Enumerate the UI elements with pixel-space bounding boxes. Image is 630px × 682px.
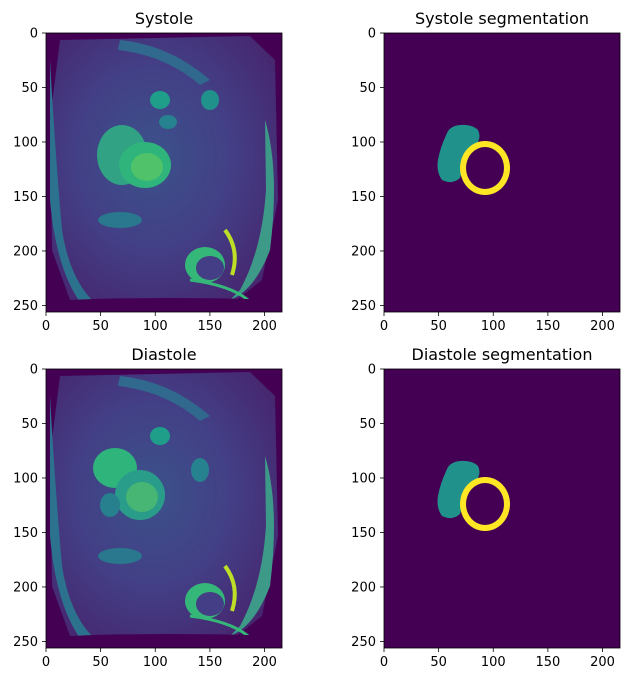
x-axis: 0 50 100 150 200 [380,312,615,334]
teal-blob-region [437,124,480,183]
y-tick-label: 0 [368,363,376,378]
y-axis: 0 50 100 150 200 250 [351,27,384,314]
y-tick-label: 150 [351,526,376,541]
mri-image [46,369,282,648]
ring-interior [466,147,504,189]
y-tick-label: 200 [13,580,38,595]
y-tick-label: 100 [351,135,376,150]
y-tick-label: 200 [13,244,38,259]
x-tick-label: 150 [197,655,222,670]
y-tick-label: 0 [30,363,38,378]
x-tick-label: 0 [42,319,50,334]
panel-title: Diastole segmentation [412,345,593,364]
panel-diastole-segmentation: Diastole segmentation 0 50 100 150 200 250 0 5… [351,345,621,670]
x-tick-label: 50 [430,319,447,334]
y-tick-label: 150 [351,190,376,205]
segmentation-map [384,33,620,312]
x-tick-label: 200 [590,319,615,334]
y-tick-label: 50 [359,81,376,96]
y-tick-label: 50 [359,417,376,432]
x-axis: 0 50 100 150 200 [380,648,615,670]
segmentation-map [384,369,620,648]
y-tick-label: 250 [13,635,38,650]
teal-blob-region [437,460,480,519]
x-tick-label: 100 [143,319,168,334]
x-tick-label: 200 [252,655,277,670]
x-tick-label: 200 [590,655,615,670]
x-tick-label: 150 [197,319,222,334]
y-tick-label: 100 [351,471,376,486]
y-tick-label: 250 [351,635,376,650]
x-tick-label: 50 [92,319,109,334]
x-tick-label: 50 [430,655,447,670]
y-tick-label: 200 [351,244,376,259]
panel-title: Diastole [131,345,196,364]
x-tick-label: 200 [252,319,277,334]
panel-systole: Systole 0 50 100 150 200 250 0 50 100 150 200 [13,9,283,334]
y-tick-label: 0 [368,27,376,42]
x-tick-label: 150 [535,655,560,670]
panel-title: Systole [135,9,193,28]
y-tick-label: 150 [13,526,38,541]
panel-diastole: Diastole 0 50 100 150 200 250 0 50 100 150 200 [13,345,283,670]
x-tick-label: 100 [481,319,506,334]
ring-interior [466,483,504,525]
y-tick-label: 250 [351,299,376,314]
x-tick-label: 150 [535,319,560,334]
x-tick-label: 0 [42,655,50,670]
x-tick-label: 100 [143,655,168,670]
panel-title: Systole segmentation [415,9,589,28]
y-tick-label: 100 [13,135,38,150]
mri-image [46,33,282,312]
x-tick-label: 50 [92,655,109,670]
x-axis: 0 50 100 150 200 [42,312,277,334]
panel-systole-segmentation: Systole segmentation 0 50 100 150 200 250 0 50… [351,9,621,334]
y-tick-label: 200 [351,580,376,595]
y-tick-label: 150 [13,190,38,205]
x-tick-label: 0 [380,655,388,670]
y-tick-label: 50 [21,81,38,96]
x-tick-label: 0 [380,319,388,334]
y-tick-label: 50 [21,417,38,432]
x-tick-label: 100 [481,655,506,670]
y-axis: 0 50 100 150 200 250 [351,363,384,650]
y-axis: 0 50 100 150 200 250 [13,363,46,650]
y-tick-label: 250 [13,299,38,314]
y-tick-label: 0 [30,27,38,42]
x-axis: 0 50 100 150 200 [42,648,277,670]
y-axis: 0 50 100 150 200 250 [13,27,46,314]
y-tick-label: 100 [13,471,38,486]
